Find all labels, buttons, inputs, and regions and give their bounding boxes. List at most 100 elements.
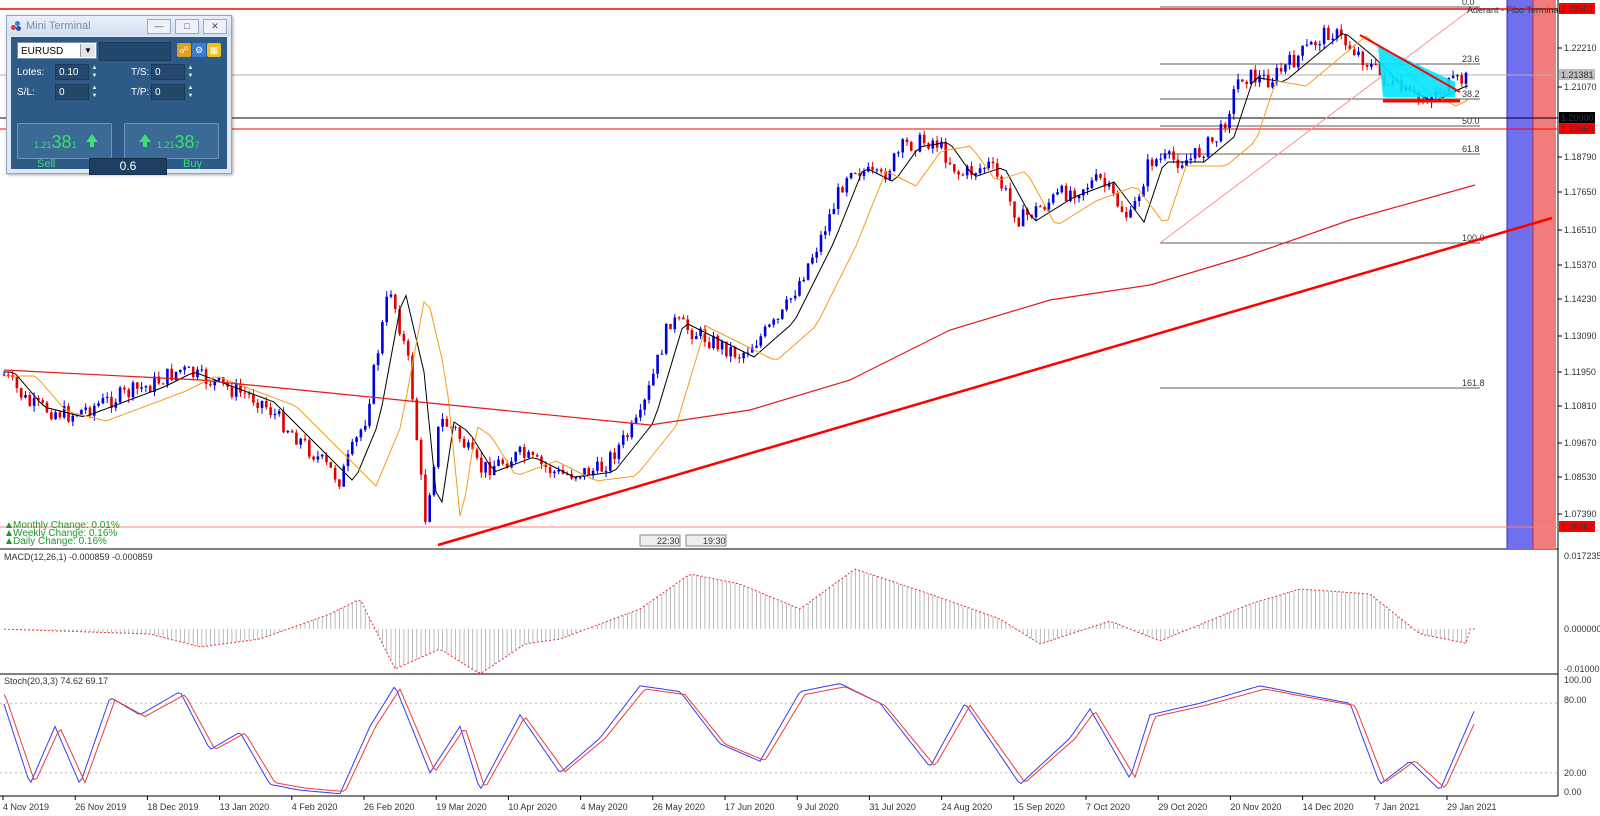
candle-body — [93, 405, 96, 416]
fib-level-label: 50.0 — [1462, 116, 1480, 126]
candle-body — [574, 477, 578, 479]
candle-body — [389, 294, 393, 297]
candle-body — [738, 357, 741, 359]
candle-body — [1314, 41, 1317, 46]
candle-body — [462, 438, 466, 448]
sl-stepper[interactable]: ▲ ▼ — [91, 85, 98, 99]
price-badge — [1559, 69, 1595, 80]
candle-body — [656, 354, 659, 374]
candle-body — [836, 187, 840, 209]
candle-body — [1090, 180, 1094, 188]
candle-body — [234, 384, 238, 397]
candle-body — [1069, 190, 1072, 202]
candle-body — [1120, 206, 1124, 212]
volume-input[interactable]: 0.6 — [89, 158, 167, 175]
lots-input[interactable]: 0.10 — [55, 64, 89, 80]
candle-body — [828, 214, 831, 232]
candle-body — [19, 388, 23, 398]
candle-body — [2, 374, 6, 376]
mini-terminal-titlebar[interactable]: Mini Terminal — □ ✕ — [7, 16, 231, 36]
candle-body — [892, 153, 896, 172]
candle-body — [793, 295, 797, 299]
candle-body — [295, 432, 298, 445]
tp-stepper[interactable]: ▲ ▼ — [187, 85, 194, 99]
mini-terminal[interactable]: Mini Terminal — □ ✕ EURUSD ▼ ☍ ⚙ ▦ Lotes:… — [6, 15, 232, 175]
candle-body — [174, 371, 178, 381]
lots-label: Lotes: — [17, 67, 45, 78]
candle-body — [742, 352, 745, 359]
symbol-select[interactable]: EURUSD ▼ — [17, 42, 97, 59]
stoch-axis-label: 0.00 — [1564, 787, 1582, 797]
pattern-rect — [1378, 46, 1455, 97]
candle-body — [871, 166, 874, 170]
candle-body — [1206, 137, 1210, 157]
date-axis-label: 17 Jun 2020 — [725, 802, 775, 812]
buy-price-box[interactable]: 1.21387 — [124, 123, 219, 159]
candle-body — [703, 328, 707, 343]
candle-body — [1266, 74, 1270, 88]
candle-body — [140, 387, 143, 389]
candle-body — [1168, 151, 1171, 154]
date-axis-label: 15 Sep 2020 — [1014, 802, 1065, 812]
buy-button[interactable]: Buy — [183, 158, 202, 170]
candle-body — [768, 324, 771, 327]
candle-body — [1094, 174, 1098, 181]
candle-body — [1245, 81, 1248, 84]
candle-body — [647, 385, 651, 400]
candle-body — [1185, 160, 1188, 166]
candle-body — [97, 403, 100, 406]
candle-body — [849, 173, 853, 179]
monthly-change: Monthly Change: 0.01% — [6, 520, 120, 531]
candle-body — [1180, 165, 1184, 168]
candle-body — [987, 161, 990, 169]
daily-change: Daily Change: 0.16% — [6, 536, 107, 547]
sl-input[interactable]: 0 — [55, 84, 89, 100]
minimize-button[interactable]: — — [147, 19, 171, 34]
candle-body — [265, 400, 268, 408]
candle-body — [1056, 192, 1059, 195]
maximize-button[interactable]: □ — [175, 19, 199, 34]
price-axis-label: 1.13090 — [1564, 331, 1597, 341]
candle-body — [355, 437, 358, 443]
gear-icon[interactable]: ⚙ — [192, 43, 206, 57]
candle-body — [643, 399, 646, 410]
candle-body — [484, 461, 487, 473]
candle-body — [884, 171, 887, 180]
candle-body — [1361, 51, 1365, 66]
axes: 1.222101.210701.187901.176501.165101.153… — [2, 3, 1597, 812]
date-axis-label: 14 Dec 2020 — [1303, 802, 1354, 812]
stoch-d-line — [3, 686, 1475, 792]
link-icon[interactable]: ☍ — [177, 43, 191, 57]
candle-body — [50, 412, 53, 420]
tp-input[interactable]: 0 — [151, 84, 185, 100]
candle-body — [879, 169, 883, 172]
date-axis-label: 26 Nov 2019 — [75, 802, 126, 812]
price-axis-label: 1.11950 — [1564, 367, 1596, 377]
candle-body — [187, 366, 191, 368]
candle-body — [277, 411, 281, 414]
candle-body — [781, 309, 784, 319]
candle-body — [535, 455, 539, 457]
ts-input[interactable]: 0 — [151, 64, 185, 80]
sell-button[interactable]: Sell — [37, 158, 56, 170]
sell-price-box[interactable]: 1.21381 — [17, 123, 112, 159]
candle-body — [329, 462, 333, 468]
layout-icon[interactable]: ▦ — [207, 43, 221, 57]
price-axis-label: 1.08530 — [1564, 472, 1597, 482]
date-axis-label: 20 Nov 2020 — [1230, 802, 1281, 812]
candle-body — [802, 279, 806, 282]
chevron-down-icon[interactable]: ▼ — [80, 44, 95, 57]
candle-body — [1039, 206, 1042, 208]
blue-band — [1507, 0, 1533, 549]
close-button[interactable]: ✕ — [203, 19, 227, 34]
date-axis-label: 10 Apr 2020 — [508, 802, 557, 812]
candle-body — [957, 171, 960, 175]
date-axis-label: 4 May 2020 — [581, 802, 628, 812]
candle-body — [1034, 206, 1038, 218]
ts-label: T/S: — [131, 67, 150, 78]
candle-body — [402, 334, 406, 342]
lots-stepper[interactable]: ▲ ▼ — [91, 65, 98, 79]
ts-stepper[interactable]: ▲ ▼ — [187, 65, 194, 79]
candle-body — [282, 411, 285, 433]
